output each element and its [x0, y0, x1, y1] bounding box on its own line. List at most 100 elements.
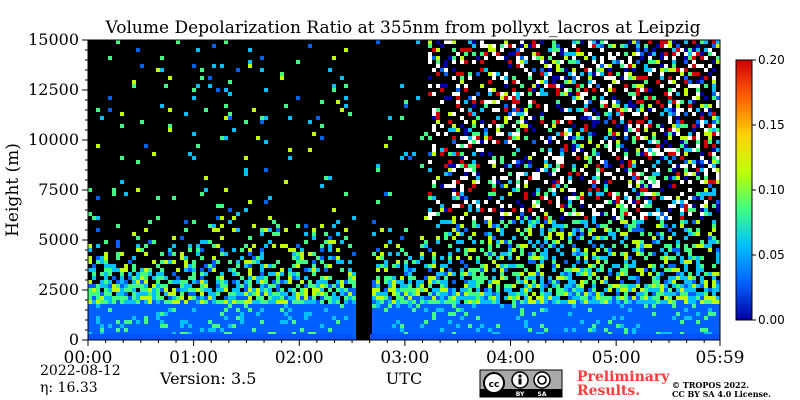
heatmap-cell — [560, 272, 564, 276]
heatmap-cell — [592, 120, 596, 124]
heatmap-cell — [136, 276, 140, 280]
heatmap-cell — [328, 288, 332, 292]
heatmap-cell — [600, 244, 604, 248]
heatmap-cell — [556, 224, 560, 228]
heatmap-cell — [448, 272, 452, 276]
heatmap-cell — [332, 208, 336, 212]
heatmap-cell — [624, 152, 628, 156]
heatmap-cell — [588, 80, 592, 84]
heatmap-cell — [128, 300, 132, 304]
heatmap-cell — [592, 96, 596, 100]
heatmap-cell — [560, 132, 564, 136]
heatmap-cell — [636, 324, 640, 328]
heatmap-cell — [648, 96, 652, 100]
heatmap-cell — [624, 288, 628, 292]
heatmap-cell — [352, 320, 356, 324]
heatmap-cell — [692, 52, 696, 56]
heatmap-cell — [164, 284, 168, 288]
heatmap-cell — [596, 276, 600, 280]
heatmap-cell — [404, 260, 408, 264]
heatmap-cell — [612, 320, 616, 324]
heatmap-cell — [428, 308, 432, 312]
heatmap-cell — [296, 292, 300, 296]
heatmap-cell — [416, 308, 420, 312]
heatmap-cell — [352, 280, 356, 284]
heatmap-cell — [680, 140, 684, 144]
heatmap-cell — [156, 312, 160, 316]
heatmap-cell — [512, 292, 516, 296]
heatmap-cell — [592, 108, 596, 112]
heatmap-cell — [388, 228, 392, 232]
heatmap-cell — [696, 244, 700, 248]
heatmap-cell — [624, 52, 628, 56]
heatmap-cell — [588, 180, 592, 184]
heatmap-cell — [692, 320, 696, 324]
heatmap-cell — [560, 232, 564, 236]
heatmap-cell — [456, 164, 460, 168]
heatmap-cell — [540, 68, 544, 72]
heatmap-cell — [708, 308, 712, 312]
heatmap-cell — [680, 124, 684, 128]
heatmap-cell — [160, 308, 164, 312]
heatmap-cell — [136, 160, 140, 164]
heatmap-cell — [440, 284, 444, 288]
heatmap-cell — [508, 44, 512, 48]
heatmap-cell — [384, 268, 388, 272]
heatmap-cell — [432, 124, 436, 128]
heatmap-cell — [400, 316, 404, 320]
heatmap-cell — [712, 88, 716, 92]
heatmap-cell — [492, 312, 496, 316]
heatmap-cell — [568, 80, 572, 84]
heatmap-cell — [404, 252, 408, 256]
heatmap-cell — [648, 272, 652, 276]
heatmap-cell — [156, 300, 160, 304]
heatmap-cell — [164, 84, 168, 88]
heatmap-cell — [684, 40, 688, 44]
heatmap-cell — [264, 276, 268, 280]
heatmap-cell — [512, 88, 516, 92]
heatmap-cell — [696, 52, 700, 56]
heatmap-cell — [576, 144, 580, 148]
heatmap-cell — [688, 300, 692, 304]
heatmap-cell — [332, 328, 336, 332]
heatmap-cell — [448, 160, 452, 164]
heatmap-cell — [672, 124, 676, 128]
heatmap-cell — [548, 292, 552, 296]
heatmap-cell — [276, 232, 280, 236]
heatmap-cell — [112, 268, 116, 272]
heatmap-cell — [496, 92, 500, 96]
heatmap-cell — [660, 300, 664, 304]
heatmap-cell — [420, 328, 424, 332]
heatmap-cell — [480, 320, 484, 324]
heatmap-cell — [464, 312, 468, 316]
heatmap-cell — [700, 168, 704, 172]
heatmap-cell — [708, 304, 712, 308]
heatmap-cell — [136, 328, 140, 332]
heatmap-cell — [108, 324, 112, 328]
heatmap-cell — [324, 284, 328, 288]
heatmap-cell — [456, 256, 460, 260]
heatmap-cell — [676, 124, 680, 128]
heatmap-cell — [688, 292, 692, 296]
heatmap-cell — [460, 304, 464, 308]
heatmap-cell — [712, 280, 716, 284]
heatmap-cell — [324, 280, 328, 284]
heatmap-cell — [300, 324, 304, 328]
heatmap-cell — [516, 324, 520, 328]
heatmap-cell — [140, 120, 144, 124]
heatmap-cell — [168, 280, 172, 284]
heatmap-cell — [588, 232, 592, 236]
heatmap-cell — [476, 280, 480, 284]
heatmap-cell — [152, 240, 156, 244]
heatmap-cell — [552, 220, 556, 224]
heatmap-cell — [692, 284, 696, 288]
heatmap-cell — [328, 240, 332, 244]
heatmap-cell — [144, 304, 148, 308]
heatmap-cell — [624, 124, 628, 128]
heatmap-cell — [544, 304, 548, 308]
heatmap-cell — [688, 104, 692, 108]
heatmap-cell — [388, 280, 392, 284]
heatmap-cell — [572, 280, 576, 284]
heatmap-cell — [128, 276, 132, 280]
heatmap-cell — [556, 196, 560, 200]
